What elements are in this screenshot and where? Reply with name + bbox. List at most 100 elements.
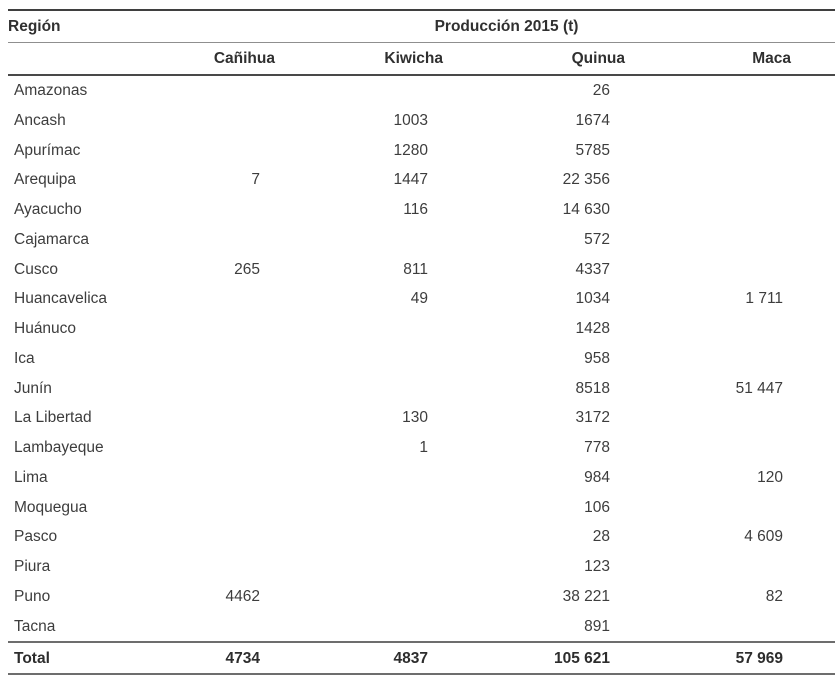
- table-body: Amazonas 26 Ancash 1003 1674 Apurímac 1280 5785…: [8, 75, 835, 642]
- canihua-cell: [178, 463, 278, 493]
- maca-cell: 82: [765, 587, 784, 605]
- table-row: Pasco 28 4 609: [8, 522, 835, 552]
- quinua-cell: 3172: [575, 409, 610, 427]
- quinua-cell: 38 221: [562, 587, 610, 605]
- table-row: Ica 958: [8, 344, 835, 374]
- canihua-cell: [178, 493, 278, 523]
- region-cell: Cusco: [14, 260, 58, 278]
- canihua-cell: [178, 433, 278, 463]
- region-cell: Ica: [14, 349, 35, 367]
- maca-cell: [628, 136, 835, 166]
- quinua-cell: 28: [592, 528, 610, 546]
- table-row: Arequipa 7 1447 22 356: [8, 165, 835, 195]
- quinua-cell: 1428: [575, 320, 610, 338]
- kiwicha-cell: [278, 344, 446, 374]
- quinua-cell: 1034: [575, 290, 610, 308]
- kiwicha-cell: [278, 463, 446, 493]
- column-header-maca: Maca: [628, 42, 836, 76]
- quinua-cell: 778: [584, 439, 610, 457]
- region-cell: Arequipa: [14, 171, 77, 189]
- canihua-cell: [178, 522, 278, 552]
- region-cell: Junín: [14, 379, 52, 397]
- production-table: Región Producción 2015 (t) Cañihua Kiwic…: [8, 9, 836, 676]
- table-row: Ancash 1003 1674: [8, 106, 835, 136]
- quinua-cell: 26: [592, 82, 610, 100]
- canihua-cell: [178, 403, 278, 433]
- total-maca-value: 57 969: [628, 641, 836, 676]
- canihua-cell: [178, 552, 278, 582]
- kiwicha-cell: [278, 374, 446, 404]
- table-row: Ayacucho 116 14 630: [8, 195, 835, 225]
- maca-cell: [628, 195, 835, 225]
- quinua-cell: 22 356: [562, 171, 610, 189]
- region-cell: Amazonas: [14, 82, 88, 100]
- total-label: Total: [8, 641, 178, 676]
- maca-cell: 1 711: [745, 290, 784, 308]
- kiwicha-cell: 1: [419, 439, 428, 457]
- canihua-cell: [178, 136, 278, 166]
- table-row: Piura 123: [8, 552, 835, 582]
- quinua-cell: 1674: [575, 111, 610, 129]
- total-canihua-value: 4734: [178, 641, 278, 676]
- table-header-row-crops: Cañihua Kiwicha Quinua Maca: [8, 42, 836, 76]
- table-row: Tacna 891: [8, 612, 835, 643]
- canihua-cell: [178, 374, 278, 404]
- table-row: La Libertad 130 3172: [8, 403, 835, 433]
- maca-cell: [628, 75, 835, 106]
- canihua-cell: 7: [251, 171, 260, 189]
- canihua-cell: [178, 314, 278, 344]
- maca-cell: 120: [757, 468, 784, 486]
- canihua-cell: [178, 225, 278, 255]
- table-row: Cusco 265 811 4337: [8, 255, 835, 285]
- canihua-cell: [178, 106, 278, 136]
- kiwicha-cell: 811: [403, 260, 428, 278]
- table-header-row-top: Región Producción 2015 (t): [8, 9, 836, 43]
- table-row: Cajamarca 572: [8, 225, 835, 255]
- maca-cell: [628, 165, 835, 195]
- kiwicha-cell: [278, 582, 446, 612]
- maca-cell: [628, 225, 835, 255]
- canihua-cell: [178, 344, 278, 374]
- table-row: Amazonas 26: [8, 75, 835, 106]
- region-cell: Huancavelica: [14, 290, 108, 308]
- canihua-cell: [178, 284, 278, 314]
- maca-cell: 4 609: [744, 528, 784, 546]
- total-row: Total 4734 4837 105 621 57 969: [8, 641, 836, 676]
- column-header-kiwicha: Kiwicha: [278, 42, 446, 76]
- maca-cell: [628, 612, 835, 643]
- kiwicha-cell: 49: [410, 290, 428, 308]
- kiwicha-cell: [278, 522, 446, 552]
- production-group-header: Producción 2015 (t): [178, 9, 836, 43]
- table-row: Apurímac 1280 5785: [8, 136, 835, 166]
- table-row: Lima 984 120: [8, 463, 835, 493]
- kiwicha-cell: [278, 75, 446, 106]
- quinua-cell: 891: [584, 617, 610, 635]
- quinua-cell: 984: [584, 468, 610, 486]
- maca-cell: [628, 106, 835, 136]
- kiwicha-cell: [278, 314, 446, 344]
- region-cell: Puno: [14, 587, 51, 605]
- quinua-cell: 14 630: [562, 201, 610, 219]
- region-cell: Moquegua: [14, 498, 88, 516]
- quinua-cell: 958: [584, 349, 610, 367]
- column-header-canihua: Cañihua: [178, 42, 278, 76]
- kiwicha-cell: [278, 552, 446, 582]
- region-cell: Ayacucho: [14, 201, 82, 219]
- maca-cell: 51 447: [735, 379, 784, 397]
- region-cell: Cajamarca: [14, 230, 89, 248]
- maca-cell: [628, 433, 835, 463]
- total-quinua-value: 105 621: [446, 641, 628, 676]
- quinua-cell: 5785: [575, 141, 610, 159]
- table-row: Huánuco 1428: [8, 314, 835, 344]
- maca-cell: [628, 552, 835, 582]
- quinua-cell: 4337: [575, 260, 610, 278]
- table-row: Moquegua 106: [8, 493, 835, 523]
- kiwicha-cell: 1447: [393, 171, 428, 189]
- region-cell: Ancash: [14, 111, 66, 129]
- maca-cell: [628, 255, 835, 285]
- region-cell: Tacna: [14, 617, 56, 635]
- table-row: Junín 8518 51 447: [8, 374, 835, 404]
- region-cell: Piura: [14, 558, 51, 576]
- region-cell: Pasco: [14, 528, 58, 546]
- maca-cell: [628, 344, 835, 374]
